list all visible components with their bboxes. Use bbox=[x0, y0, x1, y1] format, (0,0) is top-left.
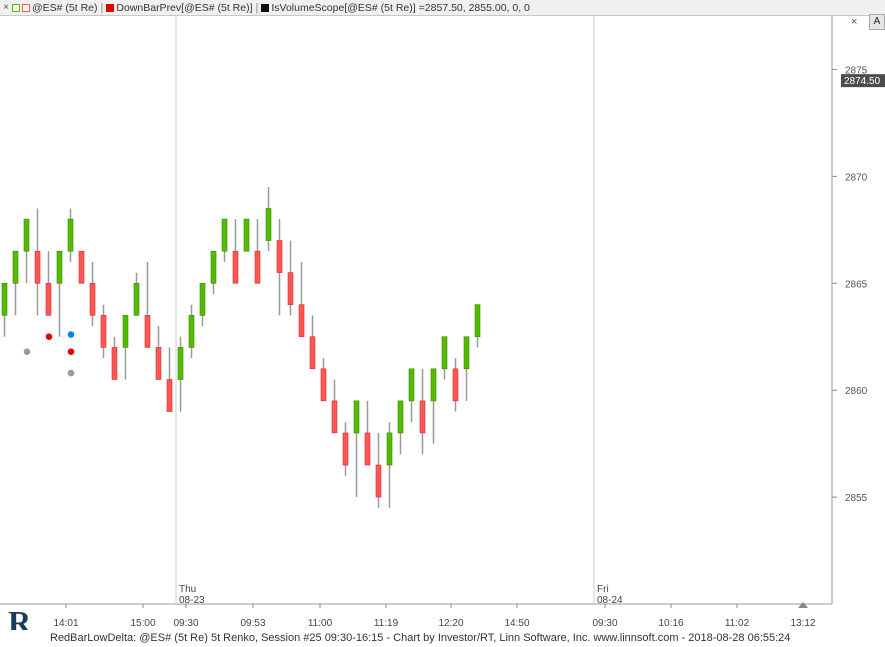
renko-brick[interactable] bbox=[122, 315, 129, 348]
renko-brick[interactable] bbox=[419, 400, 426, 434]
renko-brick[interactable] bbox=[397, 400, 404, 434]
legend-separator: | bbox=[100, 1, 104, 14]
session-day-label: Thu bbox=[179, 584, 196, 595]
close-icon[interactable]: × bbox=[3, 2, 9, 13]
x-tick-label: 11:02 bbox=[725, 618, 750, 629]
status-footer: RedBarLowDelta: @ES# (5t Re) 5t Renko, S… bbox=[0, 630, 885, 647]
renko-brick[interactable] bbox=[243, 218, 250, 252]
session-date-label: 08-24 bbox=[597, 595, 623, 606]
y-tick-label: 2860 bbox=[845, 386, 868, 397]
close-pane-icon[interactable]: × bbox=[851, 16, 858, 28]
last-price-badge bbox=[841, 74, 885, 88]
renko-brick[interactable] bbox=[232, 250, 239, 284]
black-square-icon bbox=[261, 3, 270, 12]
renko-brick[interactable] bbox=[111, 347, 118, 380]
renko-brick[interactable] bbox=[298, 304, 305, 338]
session-day-label: Fri bbox=[597, 584, 609, 595]
indicator-dot bbox=[23, 348, 31, 355]
renko-brick[interactable] bbox=[320, 368, 327, 402]
renko-brick[interactable] bbox=[463, 336, 470, 370]
x-tick-label: 15:00 bbox=[130, 618, 155, 629]
renko-brick[interactable] bbox=[78, 250, 85, 284]
renko-brick[interactable] bbox=[166, 379, 173, 412]
renko-brick[interactable] bbox=[386, 432, 393, 466]
renko-brick[interactable] bbox=[221, 218, 228, 252]
legend-isvolumescope-value: =2857.50, 2855.00, 0, 0 bbox=[418, 1, 530, 14]
chart-title-bar: × @ES# (5t Re) | DownBarPrev[@ES# (5t Re… bbox=[0, 0, 885, 16]
renko-brick[interactable] bbox=[1, 282, 8, 316]
x-tick-label: 09:53 bbox=[240, 618, 265, 629]
renko-brick[interactable] bbox=[452, 368, 459, 402]
renko-brick[interactable] bbox=[408, 368, 415, 402]
renko-brick[interactable] bbox=[309, 336, 316, 370]
renko-brick[interactable] bbox=[430, 368, 437, 402]
renko-brick[interactable] bbox=[188, 315, 195, 348]
x-tick-label: 09:30 bbox=[592, 618, 617, 629]
legend-separator: | bbox=[255, 1, 259, 14]
renko-brick[interactable] bbox=[353, 400, 360, 434]
renko-brick[interactable] bbox=[375, 464, 382, 498]
x-tick-label: 10:16 bbox=[658, 618, 683, 629]
x-tick-label: 11:19 bbox=[374, 618, 399, 629]
renko-brick[interactable] bbox=[144, 315, 151, 348]
renko-brick[interactable] bbox=[56, 250, 63, 284]
x-tick-label: 12:20 bbox=[438, 618, 463, 629]
renko-brick[interactable] bbox=[23, 218, 30, 252]
renko-brick[interactable] bbox=[155, 347, 162, 380]
renko-brick[interactable] bbox=[177, 347, 184, 380]
footer-text: RedBarLowDelta: @ES# (5t Re) 5t Renko, S… bbox=[50, 632, 791, 644]
y-tick-label: 2855 bbox=[845, 493, 868, 504]
renko-brick[interactable] bbox=[89, 282, 96, 316]
renko-brick[interactable] bbox=[67, 218, 74, 252]
renko-brick[interactable] bbox=[133, 282, 140, 316]
renko-brick[interactable] bbox=[45, 282, 52, 316]
x-tick-label: 09:30 bbox=[173, 618, 198, 629]
y-tick-label: 2875 bbox=[845, 65, 868, 76]
legend-downbarprev[interactable]: DownBarPrev[@ES# (5t Re)] bbox=[116, 1, 253, 14]
up-swatch-icon bbox=[12, 3, 20, 12]
renko-brick[interactable] bbox=[199, 282, 206, 316]
renko-brick[interactable] bbox=[441, 336, 448, 370]
x-tick-label: 13:12 bbox=[790, 618, 815, 629]
renko-brick[interactable] bbox=[34, 250, 41, 284]
y-tick-label: 2865 bbox=[845, 279, 868, 290]
renko-brick[interactable] bbox=[265, 208, 272, 241]
indicator-dot bbox=[45, 333, 53, 341]
indicator-dot bbox=[67, 348, 75, 355]
renko-brick[interactable] bbox=[342, 432, 349, 466]
x-tick-label: 11:00 bbox=[308, 618, 333, 629]
indicator-dot bbox=[67, 331, 75, 338]
time-axis-marker-icon bbox=[798, 602, 808, 608]
renko-brick[interactable] bbox=[474, 304, 481, 338]
x-tick-label: 14:50 bbox=[504, 618, 529, 629]
renko-brick[interactable] bbox=[364, 432, 371, 466]
x-tick-label: 14:01 bbox=[53, 618, 78, 629]
renko-brick[interactable] bbox=[100, 315, 107, 348]
session-date-label: 08-23 bbox=[179, 595, 205, 606]
red-square-icon bbox=[106, 3, 115, 12]
down-swatch-icon bbox=[22, 3, 30, 12]
last-price-label: 2874.50 bbox=[844, 76, 881, 87]
renko-brick[interactable] bbox=[254, 250, 261, 284]
renko-brick[interactable] bbox=[210, 250, 217, 284]
legend-instrument[interactable]: @ES# (5t Re) bbox=[32, 1, 98, 14]
indicator-dot bbox=[67, 369, 75, 377]
renko-brick[interactable] bbox=[12, 250, 19, 284]
renko-brick[interactable] bbox=[287, 272, 294, 305]
renko-brick[interactable] bbox=[331, 400, 338, 434]
renko-brick[interactable] bbox=[276, 240, 283, 273]
y-tick-label: 2870 bbox=[845, 172, 868, 183]
legend-isvolumescope[interactable]: IsVolumeScope[@ES# (5t Re)] bbox=[271, 1, 416, 14]
